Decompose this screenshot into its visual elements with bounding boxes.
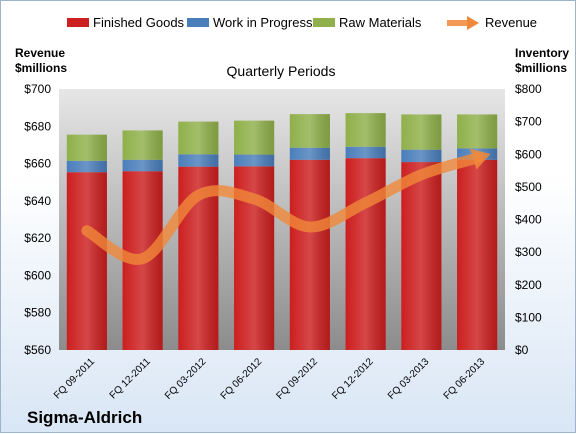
bar-shade bbox=[401, 149, 442, 163]
bar-shade bbox=[122, 159, 163, 172]
legend: Finished Goods Work in Progress Raw Mate… bbox=[67, 15, 537, 30]
legend-item-work-in-progress[interactable]: Work in Progress bbox=[187, 15, 313, 30]
legend-item-finished-goods[interactable]: Finished Goods bbox=[67, 15, 185, 30]
left-axis-ticks: $560 $580 $600 $620 $640 $660 $680 $700 bbox=[24, 82, 51, 357]
legend-swatch-raw-materials bbox=[313, 18, 335, 27]
right-tick-label: $700 bbox=[515, 115, 542, 129]
right-tick-label: $600 bbox=[515, 147, 542, 161]
legend-item-raw-materials[interactable]: Raw Materials bbox=[313, 15, 422, 30]
right-axis-title-line1: Inventory bbox=[515, 46, 569, 60]
left-tick-label: $640 bbox=[24, 194, 51, 208]
bar-shade bbox=[178, 154, 219, 167]
x-tick-label: FQ 03-2012 bbox=[163, 356, 209, 402]
bar-shade bbox=[234, 154, 275, 167]
revenue-point bbox=[308, 225, 312, 229]
right-tick-label: $200 bbox=[515, 278, 542, 292]
bar-shade bbox=[178, 121, 219, 155]
bar-shade bbox=[289, 114, 330, 148]
legend-label-revenue: Revenue bbox=[485, 15, 537, 30]
x-axis-ticks: FQ 09-2011 FQ 12-2011 FQ 03-2012 FQ 06-2012… bbox=[52, 356, 488, 402]
revenue-point bbox=[141, 257, 145, 261]
legend-swatch-work-in-progress bbox=[187, 18, 209, 27]
bar-shade bbox=[401, 114, 442, 150]
revenue-point bbox=[252, 197, 256, 201]
right-axis-title-line2: $millions bbox=[515, 61, 567, 75]
revenue-point bbox=[419, 173, 423, 177]
x-tick-label: FQ 06-2012 bbox=[219, 356, 265, 402]
revenue-arrowhead-icon bbox=[470, 148, 491, 170]
right-tick-label: $100 bbox=[515, 310, 542, 324]
left-axis-title-line1: Revenue bbox=[15, 46, 65, 60]
right-tick-label: $300 bbox=[515, 245, 542, 259]
right-axis-ticks: $0 $100 $200 $300 $400 $500 $600 $700 $800 bbox=[515, 82, 542, 357]
right-tick-label: $400 bbox=[515, 213, 542, 227]
left-tick-label: $700 bbox=[24, 82, 51, 96]
x-tick-label: FQ 09-2011 bbox=[52, 356, 97, 401]
left-axis-title-line2: $millions bbox=[15, 61, 67, 75]
left-tick-label: $660 bbox=[24, 157, 51, 171]
x-tick-label: FQ 06-2013 bbox=[442, 356, 488, 402]
right-tick-label: $0 bbox=[515, 343, 529, 357]
bar-shade bbox=[66, 160, 107, 173]
revenue-point bbox=[364, 201, 368, 205]
bar-shade bbox=[457, 114, 498, 149]
bar-shade bbox=[234, 120, 275, 155]
right-tick-label: $800 bbox=[515, 82, 542, 96]
right-tick-label: $500 bbox=[515, 180, 542, 194]
bar-shade bbox=[289, 159, 330, 350]
left-tick-label: $680 bbox=[24, 119, 51, 133]
bar-shade bbox=[345, 113, 386, 147]
legend-label-raw-materials: Raw Materials bbox=[339, 15, 422, 30]
bar-shade bbox=[66, 134, 107, 161]
revenue-line bbox=[81, 152, 483, 265]
x-tick-label: FQ 09-2012 bbox=[274, 356, 320, 402]
x-tick-label: FQ 12-2011 bbox=[108, 356, 153, 401]
left-tick-label: $580 bbox=[24, 306, 51, 320]
left-tick-label: $560 bbox=[24, 343, 51, 357]
bar-shade bbox=[66, 172, 107, 350]
legend-item-revenue[interactable]: Revenue bbox=[447, 15, 537, 30]
revenue-point bbox=[196, 193, 200, 197]
chart-title: Quarterly Periods bbox=[227, 63, 336, 79]
bar-shade bbox=[122, 130, 163, 160]
left-tick-label: $620 bbox=[24, 231, 51, 245]
legend-label-finished-goods: Finished Goods bbox=[93, 15, 185, 30]
bar-shade bbox=[457, 159, 498, 350]
legend-arrowhead-icon bbox=[467, 16, 479, 30]
bar-shade bbox=[401, 162, 442, 350]
legend-label-work-in-progress: Work in Progress bbox=[213, 15, 313, 30]
x-tick-label: FQ 03-2013 bbox=[386, 356, 432, 402]
bar-shade bbox=[345, 146, 386, 159]
x-tick-label: FQ 12-2012 bbox=[330, 356, 376, 402]
bar-shade bbox=[345, 158, 386, 350]
revenue-point bbox=[85, 229, 89, 233]
left-tick-label: $600 bbox=[24, 268, 51, 282]
bar-shade bbox=[289, 147, 330, 160]
footer-company-name: Sigma-Aldrich bbox=[27, 408, 142, 427]
revenue-line-group bbox=[81, 148, 491, 265]
legend-swatch-finished-goods bbox=[67, 18, 89, 27]
